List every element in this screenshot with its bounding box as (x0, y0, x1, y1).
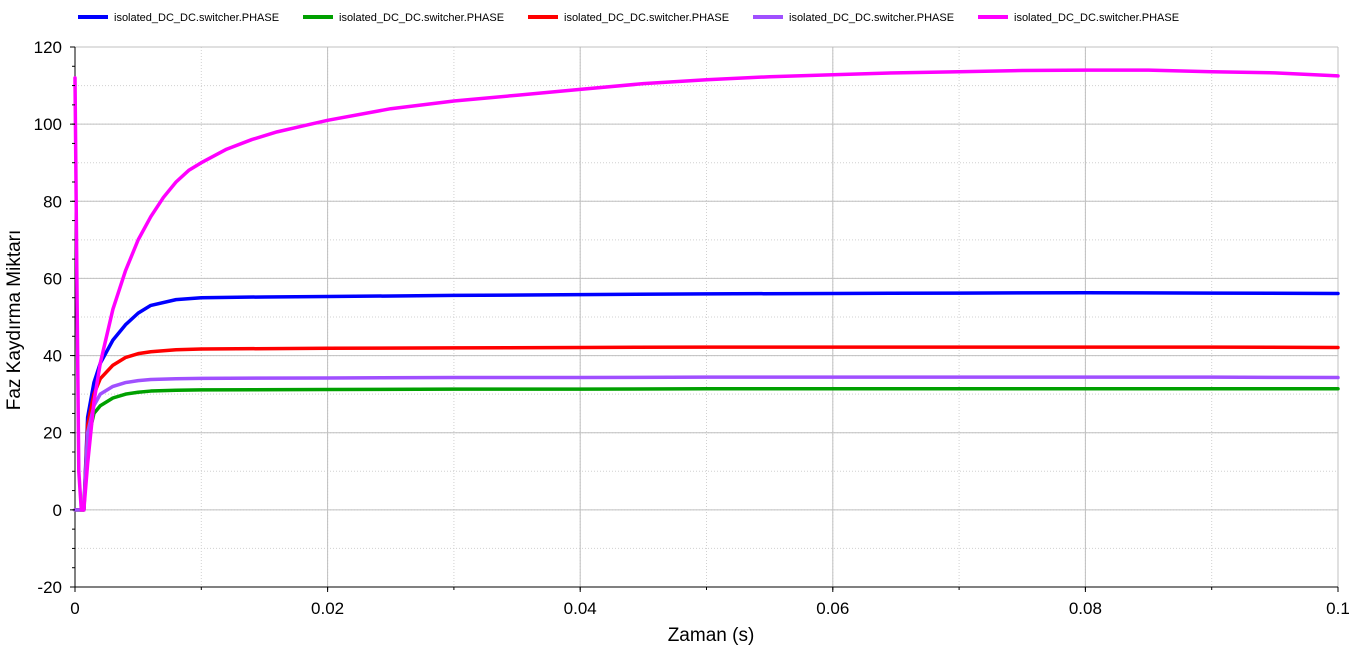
series-line-5 (73, 68, 1340, 512)
x-tick-label: 0.08 (1069, 599, 1102, 618)
legend-label-5: isolated_DC_DC.switcher.PHASE (1014, 12, 1179, 24)
legend-label-2: isolated_DC_DC.switcher.PHASE (339, 12, 504, 24)
x-tick-label: 0.1 (1326, 599, 1350, 618)
legend-label-4: isolated_DC_DC.switcher.PHASE (789, 12, 954, 24)
series-line-1 (73, 290, 1340, 512)
y-tick-label: 0 (53, 501, 62, 520)
y-tick-label: 80 (43, 192, 62, 211)
y-tick-label: -20 (37, 578, 62, 597)
axis-ticks: 0 0.02 0.04 0.06 0.08 0.1 -20 0 20 40 60 80 100 120 (34, 38, 1350, 618)
legend: isolated_DC_DC.switcher.PHASE isolated_DC… (78, 12, 1179, 24)
x-axis-title: Zaman (s) (668, 625, 755, 646)
y-tick-label: 100 (34, 115, 62, 134)
y-axis-title: Faz Kaydırma Miktarı (4, 230, 25, 411)
y-tick-label: 60 (43, 269, 62, 288)
legend-label-3: isolated_DC_DC.switcher.PHASE (564, 12, 729, 24)
x-tick-label: 0.02 (311, 599, 344, 618)
legend-label-1: isolated_DC_DC.switcher.PHASE (114, 12, 279, 24)
series-line-3 (73, 345, 1340, 512)
x-tick-label: 0.04 (564, 599, 597, 618)
y-tick-label: 120 (34, 38, 62, 57)
x-tick-label: 0 (70, 599, 79, 618)
x-tick-label: 0.06 (816, 599, 849, 618)
y-tick-label: 40 (43, 347, 62, 366)
series-group (73, 68, 1340, 512)
y-tick-label: 20 (43, 424, 62, 443)
series-line-4 (73, 375, 1340, 512)
grid (74, 46, 1339, 588)
